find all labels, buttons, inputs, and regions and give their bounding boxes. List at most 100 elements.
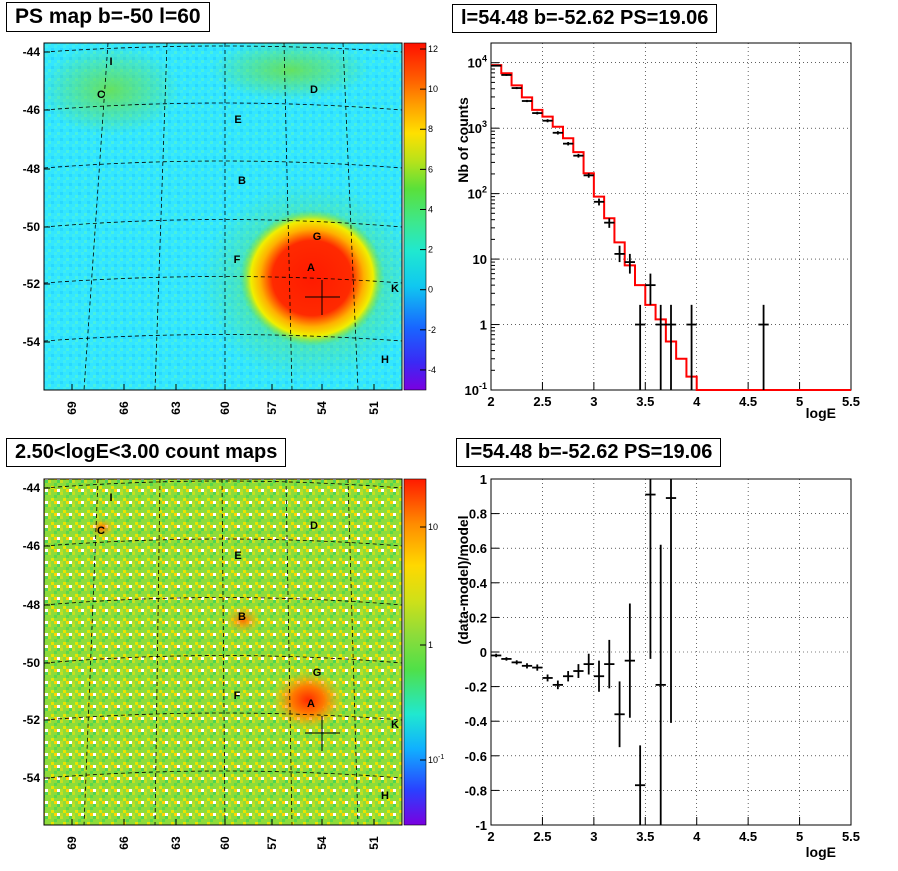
source-label: B xyxy=(238,611,246,623)
spectrum-y-tick-label-base: 10 xyxy=(468,187,482,202)
count-colorbar-tick-label: 1 xyxy=(428,640,433,650)
source-label: F xyxy=(234,690,241,702)
ps-colorbar-tick-label: 4 xyxy=(428,204,433,214)
spectrum-x-tick-label: 4.5 xyxy=(739,394,757,409)
spectrum-title: l=54.48 b=-52.62 PS=19.06 xyxy=(452,4,718,33)
source-label: F xyxy=(234,254,241,266)
ps-colorbar-tick-label: 0 xyxy=(428,285,433,295)
source-label: B xyxy=(238,175,246,187)
spectrum-x-tick-label: 3 xyxy=(590,394,597,409)
ps-colorbar-tick-label: 10 xyxy=(428,84,438,94)
map-y-tick-label: -54 xyxy=(23,771,41,785)
residual-y-tick-label: -0.8 xyxy=(465,783,487,798)
spectrum-y-tick-label-base: 10 xyxy=(465,383,479,398)
residual-x-tick-label: 3.5 xyxy=(636,829,654,844)
spectrum-y-tick-label-base: 10 xyxy=(473,252,487,267)
ps-colorbar-tick-label: 12 xyxy=(428,44,438,54)
count-colorbar-tick-label: 10-1 xyxy=(428,754,444,765)
spectrum-x-tick-label: 4 xyxy=(693,394,701,409)
residual-y-tick-label: 0 xyxy=(480,645,487,660)
residual-y-tick-label: 0.8 xyxy=(469,507,487,522)
source-label: E xyxy=(234,114,241,126)
map-x-tick-label: 63 xyxy=(169,401,183,415)
map-y-tick-label: -48 xyxy=(23,598,41,612)
source-label: G xyxy=(313,667,322,679)
ps-map-green-area xyxy=(210,40,370,100)
residual-x-axis-label: logE xyxy=(806,844,836,860)
count-map-panel xyxy=(43,478,427,826)
map-y-tick-label: -44 xyxy=(23,45,41,59)
spectrum-y-tick-label-exponent: -1 xyxy=(479,381,487,391)
count-map-hot-spot xyxy=(225,606,261,634)
residual-x-tick-label: 4 xyxy=(693,829,701,844)
count-map-colorbar xyxy=(403,478,427,826)
ps-map-coordinate-grid xyxy=(43,42,403,391)
residual-y-axis-label: (data-model)/model xyxy=(455,515,471,644)
ps-map-green-area xyxy=(40,45,180,135)
source-label: A xyxy=(307,698,315,710)
residual-x-tick-label: 4.5 xyxy=(739,829,757,844)
count-map-crosshair xyxy=(305,716,340,751)
source-label: G xyxy=(313,231,322,243)
count-map-frame xyxy=(43,478,403,826)
spectrum-y-tick-label-exponent: 2 xyxy=(482,185,487,195)
map-y-tick-label: -46 xyxy=(23,103,41,117)
ps-colorbar-tick-label: 6 xyxy=(428,164,433,174)
spectrum-y-tick-label: 102 xyxy=(468,185,487,202)
spectrum-y-tick-label: 10 xyxy=(473,252,487,267)
ps-map-frame xyxy=(43,42,403,391)
map-x-tick-label: 69 xyxy=(65,836,79,850)
ps-map-colorbar xyxy=(403,42,427,391)
spectrum-y-tick-label-exponent: 3 xyxy=(482,119,487,129)
count-map-title: 2.50<logE<3.00 count maps xyxy=(6,438,287,467)
ps-map-panel xyxy=(40,40,427,391)
count-colorbar-tick-label: 10 xyxy=(428,522,438,532)
residual-y-tick-label: -1 xyxy=(475,818,487,833)
spectrum-x-tick-label: 2 xyxy=(487,394,494,409)
map-x-tick-label: 51 xyxy=(367,836,381,850)
map-x-tick-label: 69 xyxy=(65,401,79,415)
residual-y-tick-label: 0.6 xyxy=(469,541,487,556)
map-x-tick-label: 60 xyxy=(218,836,232,850)
map-x-tick-label: 60 xyxy=(218,401,232,415)
spectrum-y-tick-label-base: 10 xyxy=(468,121,482,136)
residual-y-tick-label: 0.4 xyxy=(469,576,488,591)
map-x-tick-label: 66 xyxy=(117,401,131,415)
map-x-tick-label: 57 xyxy=(265,401,279,415)
source-label: C xyxy=(97,525,105,537)
spectrum-x-tick-label: 2.5 xyxy=(533,394,551,409)
spectrum-x-tick-label: 5.5 xyxy=(842,394,860,409)
ps-colorbar-tick-label: 8 xyxy=(428,124,433,134)
source-label: I xyxy=(109,492,112,504)
spectrum-x-tick-label: 5 xyxy=(796,394,803,409)
ps-colorbar-tick-label: -2 xyxy=(428,325,436,335)
map-y-tick-label: -54 xyxy=(23,335,41,349)
source-label: K xyxy=(391,719,399,731)
map-y-tick-label: -44 xyxy=(23,481,41,495)
residual-x-tick-label: 2 xyxy=(487,829,494,844)
map-y-tick-label: -50 xyxy=(23,220,41,234)
count-map-coordinate-grid xyxy=(43,478,403,826)
spectrum-y-tick-label: 10-1 xyxy=(465,381,487,398)
count-colorbar-tick-exponent: -1 xyxy=(438,754,444,761)
source-label: D xyxy=(310,84,318,96)
source-label: D xyxy=(310,520,318,532)
residual-x-tick-label: 5 xyxy=(796,829,803,844)
map-x-tick-label: 66 xyxy=(117,836,131,850)
map-x-tick-label: 54 xyxy=(315,836,329,850)
spectrum-y-tick-label-exponent: 4 xyxy=(482,54,487,64)
ps-map-title: PS map b=-50 l=60 xyxy=(6,2,210,32)
map-y-tick-label: -52 xyxy=(23,277,41,291)
residual-y-tick-label: 1 xyxy=(480,472,487,487)
map-y-tick-label: -52 xyxy=(23,713,41,727)
map-x-tick-label: 57 xyxy=(265,836,279,850)
spectrum-y-tick-label-base: 10 xyxy=(468,56,482,71)
map-y-tick-label: -46 xyxy=(23,539,41,553)
residual-x-tick-label: 3 xyxy=(590,829,597,844)
source-label: C xyxy=(97,89,105,101)
residual-y-tick-label: -0.2 xyxy=(465,680,487,695)
map-x-tick-label: 63 xyxy=(169,836,183,850)
residual-x-tick-label: 2.5 xyxy=(533,829,551,844)
spectrum-y-tick-label: 103 xyxy=(468,119,487,136)
